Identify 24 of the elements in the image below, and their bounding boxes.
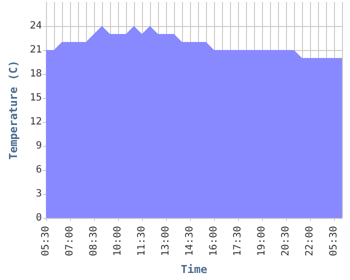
y-tick-label: 15 [30,92,42,104]
y-tick-label: 12 [30,116,42,128]
y-tick-label: 18 [30,68,42,80]
x-tick-label: 16:00 [208,226,220,256]
x-tick-label: 05:30 [40,226,52,256]
y-tick-label: 0 [36,212,42,224]
x-tick-label: 10:00 [112,226,124,256]
y-tick-label: 21 [30,44,42,56]
x-tick-label: 05:30 [328,226,340,256]
x-tick-label: 13:00 [160,226,172,256]
x-axis-title: Time [180,263,208,276]
x-tick-label: 14:30 [184,226,196,256]
x-tick-label: 20:30 [280,226,292,256]
x-tick-label: 08:30 [88,226,100,256]
y-tick-label: 3 [36,188,42,200]
x-tick-label: 22:00 [304,226,316,256]
y-tick-label: 6 [36,164,42,176]
x-tick-label: 07:00 [64,226,76,256]
y-axis-title: Temperature (C) [7,60,20,160]
x-tick-label: 11:30 [136,226,148,256]
x-tick-label: 17:30 [232,226,244,256]
y-tick-label: 24 [30,20,42,32]
y-tick-label: 9 [36,140,42,152]
x-tick-label: 19:00 [256,226,268,256]
